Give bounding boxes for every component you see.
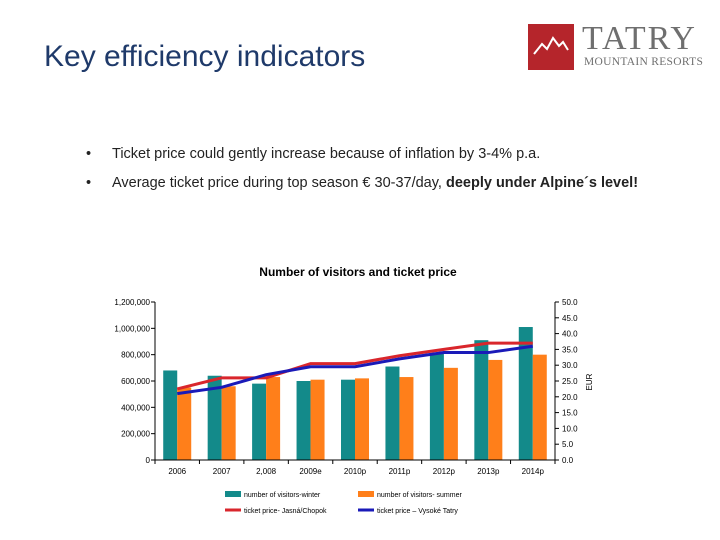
x-axis: 2006 2007 2,008 2009e 2010p 2011p 2012p 2013p 20… (154, 459, 556, 476)
right-tick-label: 40.0 (562, 330, 578, 339)
right-tick-label: 0.0 (562, 456, 574, 465)
left-tick-label: 1,000,000 (114, 324, 150, 333)
series-line (177, 344, 533, 396)
bullet-bold-text: deeply under Alpine´s level! (445, 175, 639, 191)
x-tick-label: 2010p (344, 467, 367, 476)
bullet-text: Ticket price could gently increase becau… (112, 146, 541, 162)
bar (385, 366, 400, 460)
right-tick-label: 35.0 (562, 345, 578, 354)
bar (518, 327, 533, 460)
bar (488, 359, 503, 460)
right-tick-label: 50.0 (562, 298, 578, 307)
left-tick-label: 1,200,000 (114, 298, 150, 307)
right-tick-label: 20.0 (562, 393, 578, 402)
bullet-item: • Ticket price could gently increase bec… (86, 146, 666, 163)
logo-subtitle: MOUNTAIN RESORTS (584, 56, 704, 68)
right-tick-label: 5.0 (562, 440, 574, 449)
bar (341, 379, 355, 460)
left-tick-label: 400,000 (121, 403, 150, 412)
bar-series (163, 327, 547, 460)
x-tick-label: 2007 (213, 467, 231, 476)
left-axis: 0 200,000 400,000 600,000 800,000 1,000,000 1,… (114, 298, 156, 465)
line-series (176, 341, 533, 396)
x-tick-label: 2009e (299, 467, 322, 476)
bar (296, 381, 311, 460)
bar (443, 367, 458, 460)
left-tick-label: 200,000 (121, 430, 150, 439)
bar (474, 340, 489, 460)
x-tick-label: 2012p (433, 467, 456, 476)
legend-label: ticket price – Vysoké Tatry (377, 508, 458, 515)
x-tick-label: 2,008 (256, 467, 277, 476)
left-tick-label: 600,000 (121, 377, 150, 386)
legend-label: number of visitors-winter (244, 492, 321, 499)
x-tick-label: 2013p (477, 467, 500, 476)
x-tick-label: 2014p (522, 467, 545, 476)
legend-label: ticket price- Jasná/Chopok (244, 508, 327, 515)
bullet-marker: • (86, 146, 92, 162)
chart-legend: number of visitors-winter number of visit… (225, 491, 462, 515)
visitors-price-chart: Number of visitors and ticket price 0200… (114, 265, 594, 515)
legend-swatch (225, 491, 241, 497)
bar (266, 377, 281, 460)
bullet-list: • Ticket price could gently increase bec… (86, 146, 666, 204)
legend-swatch (358, 491, 374, 497)
bar (163, 370, 178, 460)
right-tick-label: 25.0 (562, 377, 578, 386)
bullet-marker: • (86, 175, 92, 191)
right-tick-label: 10.0 (562, 424, 578, 433)
bar (221, 386, 236, 460)
legend-label: number of visitors- summer (377, 492, 462, 499)
left-tick-label: 800,000 (121, 351, 150, 360)
bar (310, 379, 325, 460)
bar (355, 378, 369, 460)
right-tick-label: 30.0 (562, 361, 578, 370)
bar (532, 354, 547, 460)
bar (177, 387, 192, 460)
right-axis: 0.0 5.0 10.0 15.0 20.0 25.0 30.0 35.0 40.0 45.0 50… (554, 298, 578, 465)
bar (207, 375, 222, 460)
bullet-text: Average ticket price during top season €… (112, 175, 446, 191)
x-tick-label: 2011p (389, 467, 411, 476)
logo-word: TATRY (582, 20, 697, 57)
left-tick-label: 0 (146, 456, 151, 465)
slide-title: Key efficiency indicators (44, 40, 366, 73)
bar (399, 377, 414, 460)
bullet-item: • Average ticket price during top season… (86, 175, 666, 192)
x-tick-label: 2006 (168, 467, 186, 476)
bar (252, 383, 267, 460)
series-line (176, 341, 533, 391)
chart-title: Number of visitors and ticket price (259, 265, 457, 279)
mountain-icon (528, 24, 574, 70)
right-tick-label: 45.0 (562, 314, 578, 323)
company-logo: TATRY MOUNTAIN RESORTS (528, 20, 708, 72)
right-axis-label: EUR (585, 373, 594, 390)
right-tick-label: 15.0 (562, 409, 578, 418)
bar (429, 353, 444, 460)
